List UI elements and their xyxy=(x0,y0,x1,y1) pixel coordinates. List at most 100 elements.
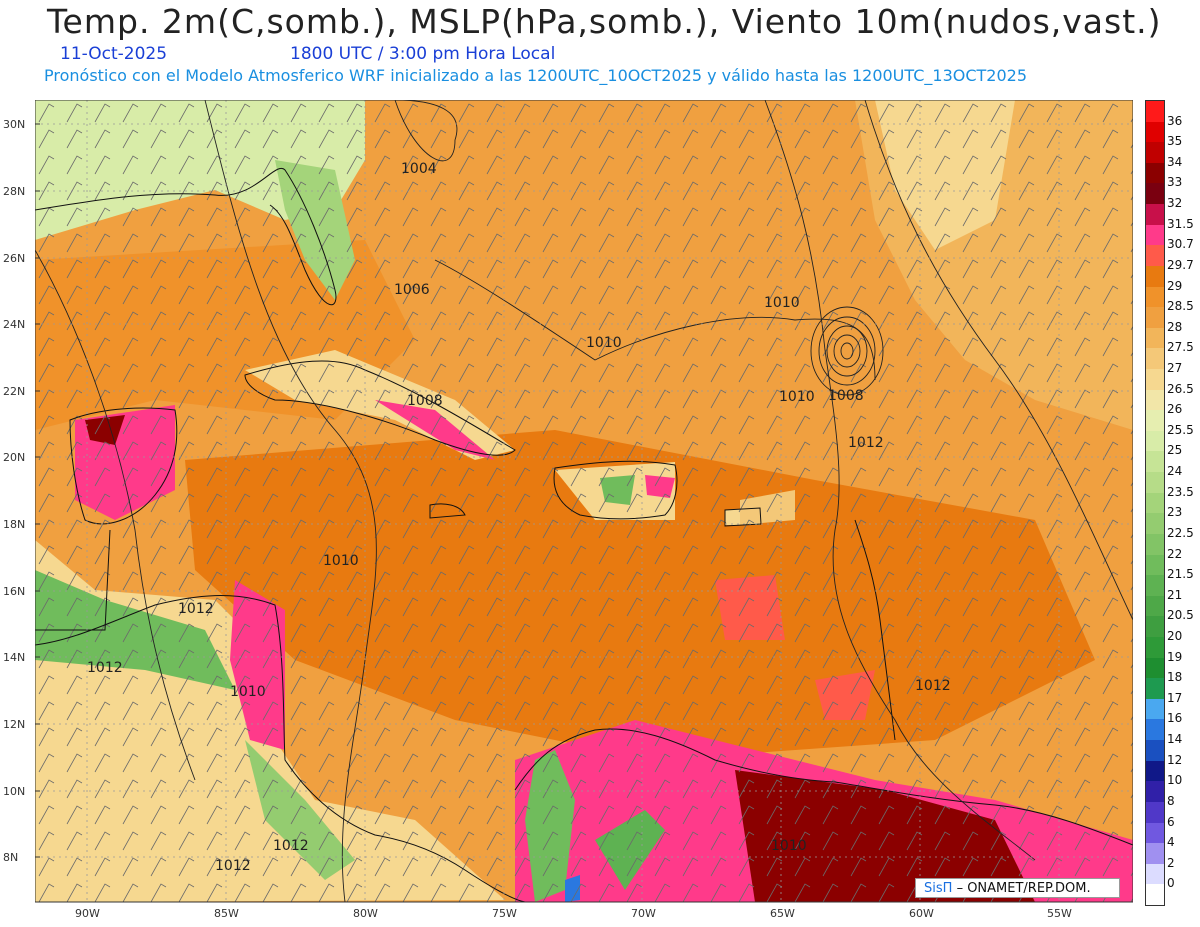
legend-swatch xyxy=(1146,657,1164,679)
legend-swatch xyxy=(1146,121,1164,143)
legend-label: 20 xyxy=(1167,629,1183,643)
legend-label: 6 xyxy=(1167,814,1175,829)
legend-swatch xyxy=(1146,554,1164,576)
credit-box: SisΠ – ONAMET/REP.DOM. xyxy=(915,878,1120,898)
legend-swatch xyxy=(1146,101,1164,123)
lat-label: 22N xyxy=(3,385,26,398)
legend-swatch xyxy=(1146,245,1164,267)
legend-label: 12 xyxy=(1167,752,1183,767)
legend-label: 25.5 xyxy=(1167,422,1194,437)
isobar-label: 1012 xyxy=(273,838,309,854)
legend-label: 17 xyxy=(1167,690,1183,705)
lat-label: 10N xyxy=(3,785,26,798)
legend-label: 4 xyxy=(1167,835,1175,850)
legend-swatch xyxy=(1146,616,1164,638)
legend-label: 16 xyxy=(1167,711,1183,726)
legend-swatch xyxy=(1146,822,1164,844)
legend-label: 28 xyxy=(1167,319,1183,334)
isobar-label: 1012 xyxy=(215,858,251,874)
legend-label: 18 xyxy=(1167,670,1183,685)
legend-label: 2 xyxy=(1167,855,1175,870)
legend-swatch xyxy=(1146,224,1164,246)
wind-barbs xyxy=(35,100,1133,902)
legend-swatch xyxy=(1146,307,1164,329)
legend-label: 36 xyxy=(1167,113,1183,128)
legend-swatch xyxy=(1146,533,1164,556)
legend-label: 26.5 xyxy=(1167,381,1194,396)
lon-label: 55W xyxy=(1047,907,1072,920)
lon-label: 80W xyxy=(353,907,378,920)
legend-swatch xyxy=(1146,327,1164,349)
isobar-label: 1012 xyxy=(848,435,884,451)
legend-swatch xyxy=(1146,698,1164,720)
legend-label: 8 xyxy=(1167,793,1175,808)
lat-label: 20N xyxy=(3,451,26,464)
chart-title: Temp. 2m(C,somb.), MSLP(hPa,somb.), Vien… xyxy=(47,2,1162,41)
legend-swatch xyxy=(1146,595,1164,617)
lon-label: 85W xyxy=(214,907,239,920)
legend-label: 22 xyxy=(1167,546,1183,561)
legend-label: 31.5 xyxy=(1167,216,1194,231)
legend-label: 14 xyxy=(1167,732,1183,747)
legend-swatch xyxy=(1146,142,1164,164)
legend-label: 23.5 xyxy=(1167,484,1194,499)
lat-label: 26N xyxy=(3,252,26,265)
legend-label: 25 xyxy=(1167,443,1183,458)
legend-label: 32 xyxy=(1167,196,1183,211)
credit-org: – ONAMET/REP.DOM. xyxy=(956,881,1091,896)
lon-label: 70W xyxy=(631,907,656,920)
legend-swatch xyxy=(1146,678,1164,700)
legend-swatch xyxy=(1146,286,1164,308)
legend-label: 27 xyxy=(1167,361,1183,375)
legend-label: 19 xyxy=(1167,649,1183,664)
legend-swatch xyxy=(1146,740,1164,762)
lat-label: 18N xyxy=(3,518,26,531)
legend-swatch xyxy=(1146,863,1164,885)
forecast-time: 1800 UTC / 3:00 pm Hora Local xyxy=(290,44,556,64)
lat-label: 14N xyxy=(3,651,26,664)
legend-swatch xyxy=(1146,884,1164,905)
legend-swatch xyxy=(1146,719,1164,741)
legend-swatch xyxy=(1146,348,1164,370)
legend-swatch xyxy=(1146,183,1164,205)
isobar-label: 1006 xyxy=(394,282,430,298)
legend-label: 27.5 xyxy=(1167,340,1194,355)
map-frame xyxy=(35,100,1133,903)
legend-label: 22.5 xyxy=(1167,525,1194,540)
isobar-label: 1010 xyxy=(323,553,359,569)
isobar-label: 1008 xyxy=(407,393,443,409)
legend-label: 34 xyxy=(1167,154,1183,169)
lat-label: 30N xyxy=(3,118,26,131)
forecast-subtitle: Pronóstico con el Modelo Atmosferico WRF… xyxy=(44,66,1028,85)
legend-swatch xyxy=(1146,513,1164,535)
lat-label: 28N xyxy=(3,185,26,198)
legend-label: 29 xyxy=(1167,278,1183,293)
legend-swatch xyxy=(1146,389,1164,411)
legend-swatch xyxy=(1146,637,1164,659)
lon-label: 75W xyxy=(492,907,517,920)
credit-brand: SisΠ xyxy=(924,881,953,896)
lat-label: 12N xyxy=(3,718,26,731)
legend-swatch xyxy=(1146,430,1164,452)
legend-label: 24 xyxy=(1167,464,1183,479)
legend-label: 30.7 xyxy=(1167,237,1194,252)
lat-label: 16N xyxy=(3,585,26,598)
isobar-label: 1012 xyxy=(87,660,123,676)
isobar-label: 1008 xyxy=(828,388,864,404)
lon-label: 90W xyxy=(75,907,100,920)
isobar-label: 1012 xyxy=(915,678,951,694)
legend-label: 29.7 xyxy=(1167,257,1194,272)
legend-swatch xyxy=(1146,410,1164,432)
isobar-label: 1004 xyxy=(401,161,437,177)
lat-label: 24N xyxy=(3,318,26,331)
lon-label: 60W xyxy=(909,907,934,920)
isobars xyxy=(35,100,1133,902)
isobar-label: 1010 xyxy=(779,389,815,405)
legend-label: 28.5 xyxy=(1167,299,1194,314)
legend-swatch xyxy=(1146,204,1164,226)
isobar-label: 1010 xyxy=(771,838,807,854)
legend-swatch xyxy=(1146,492,1164,514)
legend-swatch xyxy=(1146,801,1164,824)
legend-swatch xyxy=(1146,369,1164,391)
legend-label: 33 xyxy=(1167,175,1183,190)
